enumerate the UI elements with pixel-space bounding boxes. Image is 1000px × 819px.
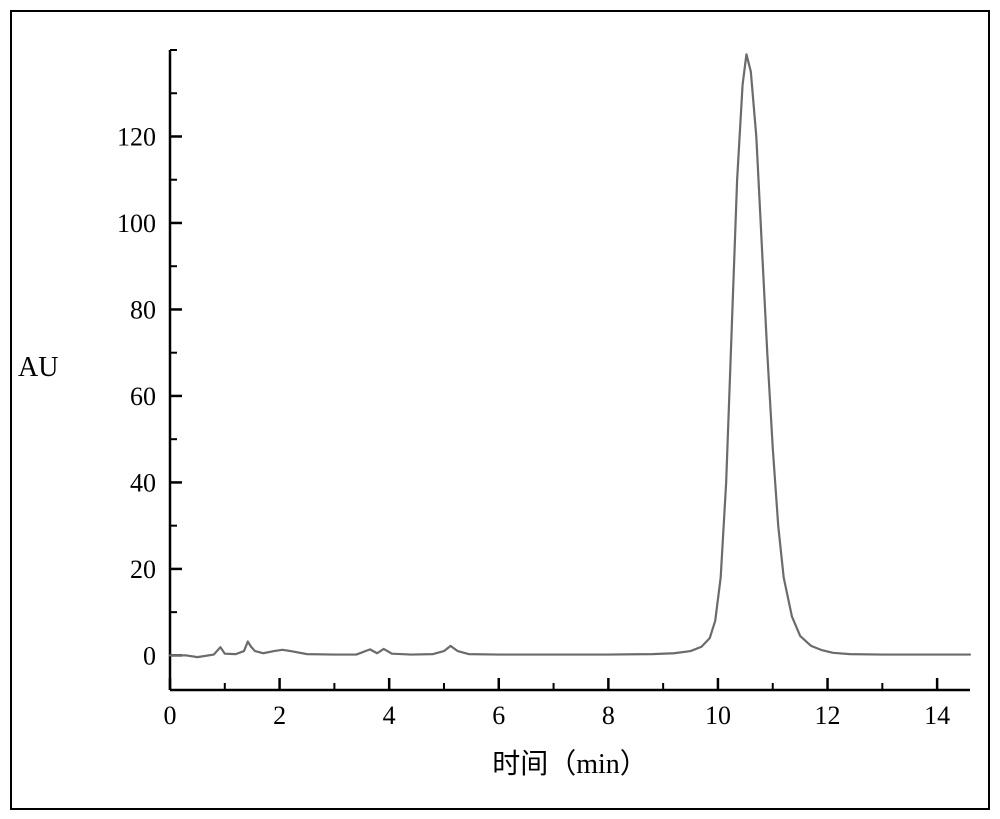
y-tick-label: 0 bbox=[143, 641, 156, 670]
y-tick-label: 80 bbox=[130, 295, 156, 324]
chart-container: 0 2 4 6 8 10 12 14 0 20 40 60 80 100 120 AU 时间（min） bbox=[0, 0, 1000, 819]
x-tick-label: 4 bbox=[383, 701, 396, 730]
chromatogram-line bbox=[170, 54, 970, 657]
y-tick-label: 120 bbox=[117, 122, 156, 151]
y-axis-label: AU bbox=[18, 352, 58, 384]
y-tick-label: 100 bbox=[117, 209, 156, 238]
x-axis-label: 时间（min） bbox=[70, 742, 1000, 782]
x-tick-label: 0 bbox=[164, 701, 177, 730]
y-tick-label: 40 bbox=[130, 468, 156, 497]
x-tick-label: 10 bbox=[705, 701, 731, 730]
x-tick-label: 12 bbox=[815, 701, 841, 730]
x-tick-label: 2 bbox=[273, 701, 286, 730]
y-tick-label: 60 bbox=[130, 382, 156, 411]
x-tick-label: 8 bbox=[602, 701, 615, 730]
x-tick-label: 6 bbox=[492, 701, 505, 730]
x-tick-label: 14 bbox=[924, 701, 950, 730]
y-tick-label: 20 bbox=[130, 555, 156, 584]
chromatogram-chart: 0 2 4 6 8 10 12 14 0 20 40 60 80 100 120 bbox=[10, 10, 986, 806]
